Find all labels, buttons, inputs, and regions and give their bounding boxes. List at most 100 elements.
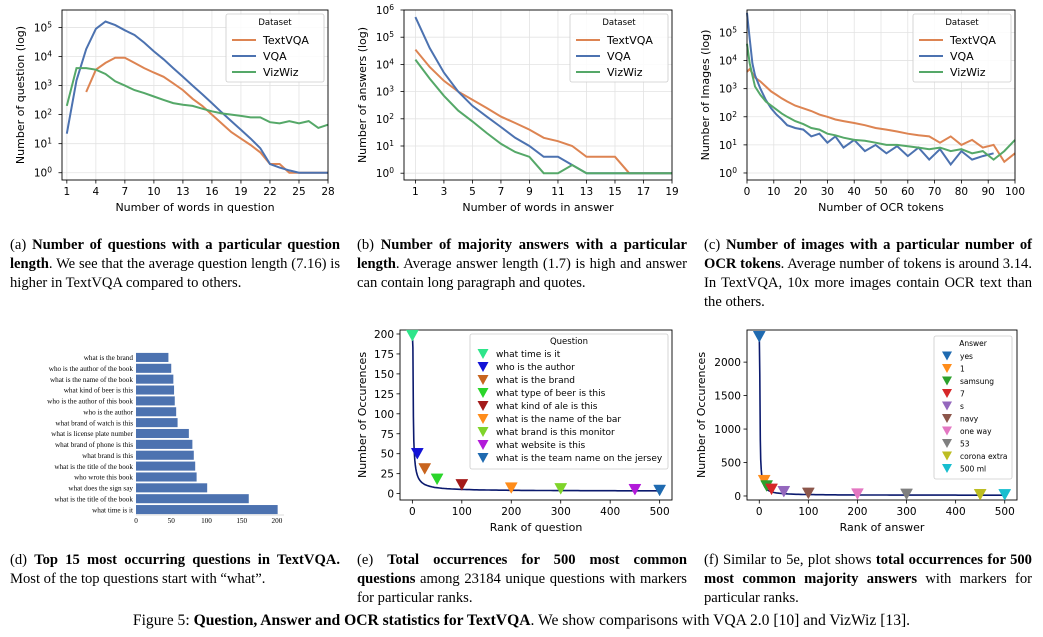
- legend-box: [225, 13, 325, 83]
- legend-label: navy: [960, 415, 979, 424]
- legend-label: VQA: [263, 50, 287, 63]
- x-tick-label: 300: [551, 506, 571, 518]
- plot-frame: [403, 9, 673, 181]
- series-line-textvqa: [746, 67, 1016, 164]
- legend-marker: [477, 388, 489, 398]
- legend-title: Answer: [959, 339, 988, 348]
- caption-text: among 23184 unique questions with marker…: [357, 571, 687, 606]
- legend-label: who is the author: [496, 363, 575, 373]
- y-tick-label: 101: [719, 138, 737, 152]
- caption-label: (b): [357, 237, 375, 253]
- plot-frame: [399, 329, 673, 501]
- caption-d: (d) Top 15 most occurring questions in T…: [10, 551, 340, 589]
- rank-marker: [455, 479, 469, 491]
- bar: [136, 385, 175, 395]
- y-tick-label: 1500: [714, 391, 741, 403]
- x-tick-label: 200: [272, 517, 283, 525]
- x-tick-label: 13: [580, 186, 593, 198]
- legend-label: 500 ml: [960, 465, 986, 474]
- y-axis-label: Number of Occurences: [695, 352, 708, 478]
- y-tick-label: 104: [376, 57, 394, 71]
- legend-label: what website is this: [496, 441, 585, 451]
- x-tick-label: 15: [608, 186, 621, 198]
- bar: [136, 396, 175, 406]
- legend-label: 7: [960, 390, 965, 399]
- y-tick-label: 0: [387, 489, 394, 501]
- bar: [136, 374, 174, 384]
- caption-text: . We see that the average question lengt…: [10, 256, 340, 291]
- legend-label: what is the team name on the jersey: [496, 454, 663, 464]
- caption-bold: Number of majority answers with a partic…: [357, 237, 688, 272]
- legend-marker: [942, 426, 952, 436]
- series-line-vqa: [746, 12, 994, 167]
- bar: [136, 418, 178, 428]
- x-tick-label: 80: [955, 186, 968, 198]
- y-tick-label: 75: [381, 429, 394, 441]
- x-tick-label: 0: [409, 506, 416, 518]
- y-tick-label: 200: [374, 329, 394, 341]
- rank-marker: [765, 483, 778, 496]
- x-tick-label: 5: [469, 186, 476, 198]
- x-tick-label: 3: [441, 186, 448, 198]
- x-tick-label: 16: [205, 186, 219, 198]
- chart-e: 0 100 200 300 400 500 0 25 50 75 100 125 150 175 200 Ra…: [356, 329, 673, 534]
- x-tick-label: 7: [122, 186, 129, 198]
- x-tick-label: 25: [292, 186, 305, 198]
- legend-marker: [942, 414, 952, 423]
- y-axis-label: Number of Images (log): [699, 30, 712, 161]
- legend-box: [469, 333, 669, 470]
- caption-b: (b) Number of majority answers with a pa…: [357, 236, 687, 293]
- legend-label: VizWiz: [263, 66, 299, 79]
- legend-title: Dataset: [945, 18, 979, 28]
- x-tick-label: 1: [63, 186, 70, 198]
- x-tick-label: 10: [147, 186, 160, 198]
- legend-label: corona extra: [960, 452, 1008, 461]
- rank-marker: [554, 483, 568, 495]
- x-tick-label: 7: [498, 186, 505, 198]
- legend-label: one way: [960, 427, 992, 436]
- rank-marker: [410, 448, 424, 460]
- figure-caption: Figure 5: Question, Answer and OCR stati…: [0, 612, 1043, 630]
- legend-marker: [477, 440, 489, 450]
- x-tick-label: 19: [665, 186, 678, 198]
- x-tick-label: 19: [234, 186, 247, 198]
- caption-f: (f) Similar to 5e, plot shows total occu…: [704, 551, 1032, 608]
- x-axis-label: Number of OCR tokens: [818, 201, 944, 214]
- legend-marker: [477, 453, 489, 463]
- plot-frame: [746, 329, 1018, 501]
- legend-label: what time is it: [496, 350, 561, 360]
- bar: [136, 505, 278, 515]
- y-tick-label: 2000: [714, 357, 741, 369]
- caption-text: Similar to 5e, plot shows: [718, 552, 876, 568]
- chart-f: 0 100 200 300 400 500 0 500 1000 1500 2000 Rank of …: [695, 329, 1018, 534]
- y-tick-label: 100: [34, 166, 52, 180]
- series-line-vizwiz: [65, 67, 329, 130]
- series-line-vizwiz: [414, 58, 672, 175]
- occurrence-curve: [758, 336, 1005, 496]
- x-tick-label: 0: [134, 517, 138, 525]
- x-axis-label: Rank of answer: [840, 521, 925, 534]
- rank-marker: [418, 463, 432, 475]
- x-tick-label: 40: [848, 186, 861, 198]
- y-tick-label: 105: [34, 20, 52, 34]
- y-tick-label: 1000: [714, 424, 741, 436]
- bar-category-label: who is the author of the book: [49, 365, 134, 373]
- bar-category-label: what is the name of the book: [50, 376, 133, 384]
- x-tick-label: 20: [794, 186, 807, 198]
- x-tick-label: 0: [756, 506, 763, 518]
- chart-c: 0 10 20 30 40 50 60 70 80 90 100 100 101 102 103 104 105…: [699, 9, 1025, 214]
- y-tick-label: 0: [734, 491, 741, 503]
- plot-frame: [61, 9, 329, 181]
- caption-text: . Average number of tokens is around 3.1…: [704, 256, 1032, 310]
- legend-label: VizWiz: [607, 66, 643, 79]
- caption-label: (a): [10, 237, 27, 253]
- x-tick-label: 13: [176, 186, 189, 198]
- bar: [136, 472, 197, 482]
- x-tick-label: 100: [798, 506, 818, 518]
- rank-marker: [900, 488, 913, 501]
- rank-marker: [405, 329, 419, 342]
- x-axis-label: Number of words in answer: [462, 201, 614, 214]
- legend-label: VQA: [950, 50, 974, 63]
- bar: [136, 483, 208, 493]
- bar-category-label: what does the sign say: [68, 485, 133, 493]
